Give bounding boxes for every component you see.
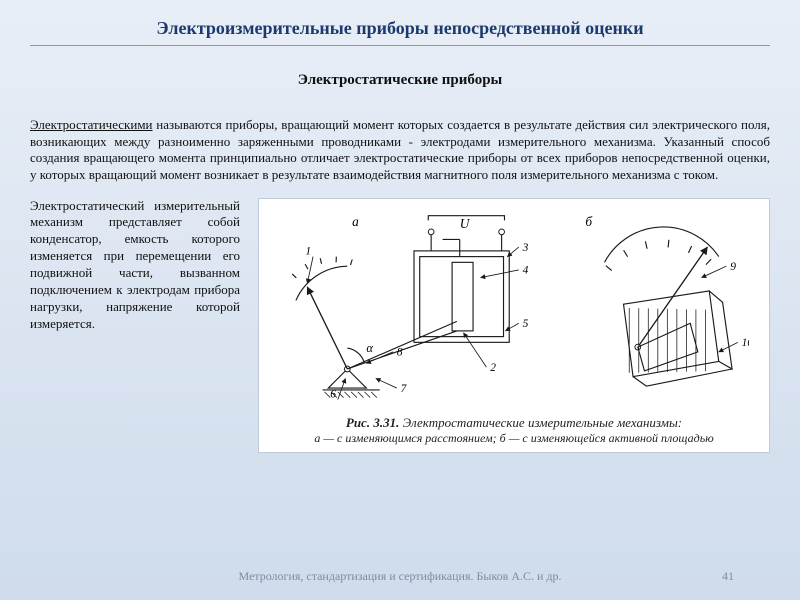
- svg-text:5: 5: [523, 318, 529, 330]
- side-paragraph: Электростатический измерительный механиз…: [30, 198, 240, 333]
- figure-caption: Рис. 3.31. Электростатические измеритель…: [269, 415, 759, 431]
- svg-text:7: 7: [401, 382, 408, 394]
- page-number: 41: [722, 569, 734, 584]
- svg-text:а: а: [352, 214, 359, 229]
- svg-text:6: 6: [330, 388, 336, 400]
- svg-text:1: 1: [305, 245, 311, 257]
- figure-subcaption: а — с изменяющимся расстоянием; б — с из…: [269, 431, 759, 446]
- footer-text: Метрология, стандартизация и сертификаци…: [0, 569, 800, 584]
- svg-text:9: 9: [730, 260, 736, 272]
- svg-text:2: 2: [490, 361, 496, 373]
- section-subtitle: Электростатические приборы: [30, 72, 770, 89]
- svg-text:10: 10: [742, 337, 749, 349]
- page-title: Электроизмерительные приборы непосредств…: [30, 18, 770, 39]
- figure-diagram: а U 3 4 5 α 1 8 6 7 2 б 9 10: [279, 209, 749, 409]
- definition-paragraph: Электростатическими называются приборы, …: [30, 117, 770, 184]
- figure-caption-num: Рис. 3.31.: [346, 415, 399, 430]
- svg-text:8: 8: [397, 346, 403, 358]
- lead-underline: Электростатическими: [30, 117, 153, 132]
- svg-text:α: α: [366, 340, 373, 354]
- svg-text:4: 4: [523, 264, 529, 276]
- svg-text:3: 3: [522, 241, 529, 253]
- title-divider: [30, 45, 770, 46]
- svg-text:U: U: [460, 216, 471, 231]
- figure-caption-text: Электростатические измерительные механиз…: [399, 415, 682, 430]
- figure-3-31: а U 3 4 5 α 1 8 6 7 2 б 9 10 Рис. 3.31. Электростатич…: [258, 198, 770, 453]
- svg-text:б: б: [585, 214, 593, 229]
